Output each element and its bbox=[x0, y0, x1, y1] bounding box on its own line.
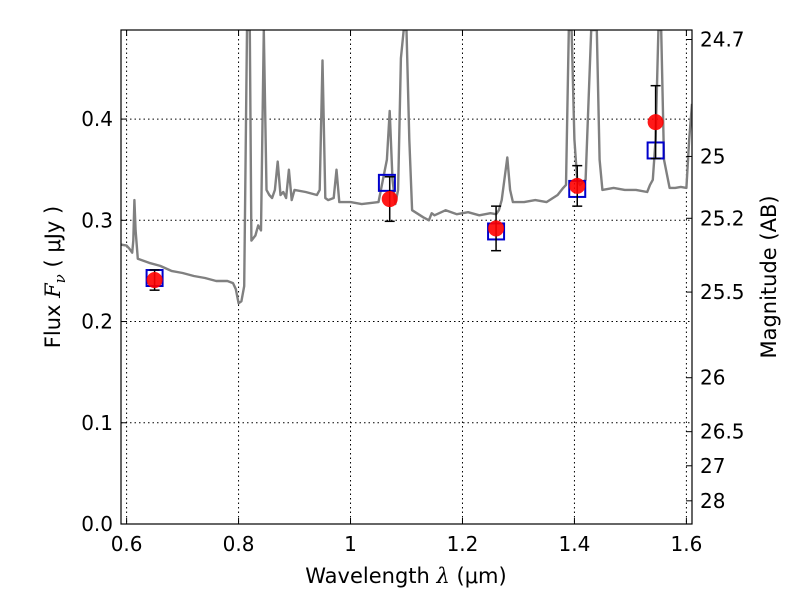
y-tick-label: 0.1 bbox=[81, 411, 113, 435]
grid bbox=[121, 30, 692, 525]
y2-tick-label: 26 bbox=[700, 366, 725, 390]
y2-tick-label: 27 bbox=[700, 454, 725, 478]
x-tick-label: 0.8 bbox=[223, 532, 255, 556]
x-tick-label: 1.4 bbox=[559, 532, 591, 556]
x-tick-label: 1.6 bbox=[670, 532, 702, 556]
observed-flux-point bbox=[381, 191, 398, 208]
model-spectrum-line bbox=[121, 30, 692, 305]
spectrum-path bbox=[121, 30, 692, 305]
y2-tick-label: 24.7 bbox=[700, 28, 745, 52]
observed-flux-markers bbox=[146, 84, 664, 291]
y-tick-label: 0.3 bbox=[81, 208, 113, 232]
model-flux-square bbox=[377, 173, 396, 192]
axis-ticks: 0.6 0.8 1 1.2 1.4 1.6 0.0 0.1 0.2 0.3 0.4 24.7 25 25.… bbox=[81, 28, 744, 556]
x-tick-label: 0.6 bbox=[111, 532, 143, 556]
y2-tick-label: 25.5 bbox=[700, 280, 745, 304]
observed-flux-point bbox=[488, 220, 505, 237]
x-tick-label: 1.2 bbox=[447, 532, 479, 556]
observed-flux-point bbox=[146, 272, 163, 289]
observed-flux-point bbox=[647, 114, 664, 131]
y2-tick-label: 26.5 bbox=[700, 420, 745, 444]
y2-tick-label: 25 bbox=[700, 144, 725, 168]
x-tick-label: 1 bbox=[344, 532, 357, 556]
y-axis-label: Flux Fν ( μJy ) bbox=[41, 206, 69, 348]
y2-axis-label: Magnitude (AB) bbox=[757, 195, 781, 358]
y-tick-label: 0.2 bbox=[81, 310, 113, 334]
x-axis-label: Wavelength λ (μm) bbox=[305, 564, 506, 588]
y-tick-label: 0.0 bbox=[81, 512, 113, 536]
y2-tick-label: 28 bbox=[700, 489, 725, 513]
y2-tick-label: 25.2 bbox=[700, 206, 745, 230]
y-tick-label: 0.4 bbox=[81, 107, 113, 131]
plot-frame bbox=[120, 29, 693, 525]
observed-flux-point bbox=[569, 177, 586, 194]
